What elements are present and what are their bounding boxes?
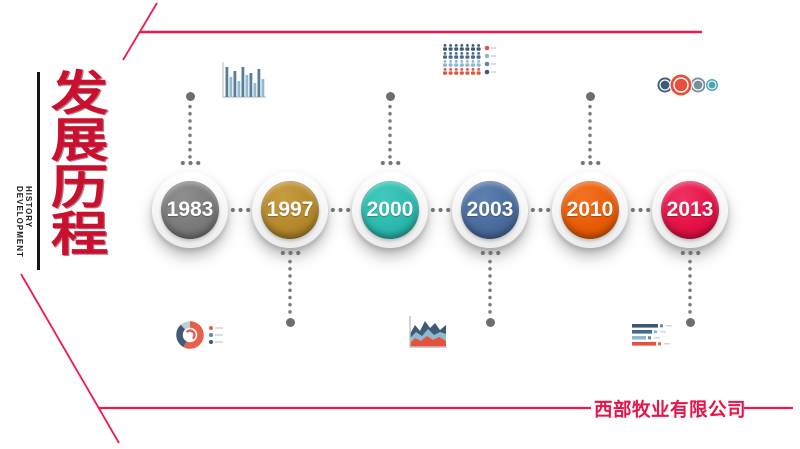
year-label: 2003 [466,198,514,221]
stem-junction-dots [578,160,602,166]
year-circle: 2000 [361,181,419,239]
timeline-node-2013: 2013 [652,172,728,248]
dotted-stem [687,258,693,314]
area-chart-icon [406,313,450,358]
dotted-stem [487,258,493,314]
year-label: 1983 [166,198,214,221]
title-divider-line [37,72,40,270]
bar-chart-icon [220,61,268,105]
year-label: 2000 [366,198,414,221]
people-grid-icon [443,43,497,84]
timeline-node-1997: 1997 [252,172,328,248]
title-english: DEVELOPMENT HISTORY [15,186,33,258]
dotted-stem [387,103,393,159]
year-label: 2010 [566,198,614,221]
stem-end-dot [385,92,395,101]
year-circle: 1997 [261,181,319,239]
timeline-connector-dots [628,207,652,213]
stem-end-dot [285,318,295,327]
donut-chart-icon [174,316,226,359]
year-circle: 1983 [161,181,219,239]
top-left-diagonal-line [122,2,158,61]
timeline-node-2000: 2000 [352,172,428,248]
year-circle: 2003 [461,181,519,239]
timeline-node-2010: 2010 [552,172,628,248]
dotted-stem [287,258,293,314]
title-english-line2: HISTORY [24,186,33,229]
stem-end-dot [585,92,595,101]
stem-junction-dots [678,250,702,256]
timeline-connector-dots [428,207,452,213]
stem-junction-dots [378,160,402,166]
stem-junction-dots [178,160,202,166]
stem-end-dot [185,92,195,101]
timeline-connector-dots [528,207,552,213]
timeline-connector-dots [328,207,352,213]
dotted-stem [187,103,193,159]
stem-end-dot [485,318,495,327]
title-english-line1: DEVELOPMENT [15,186,24,258]
year-circle: 2013 [661,181,719,239]
dotted-stem [587,103,593,159]
timeline-node-1983: 1983 [152,172,228,248]
page-title: 发展历程 [42,68,108,256]
stem-junction-dots [278,250,302,256]
year-circle: 2010 [561,181,619,239]
timeline-node-2003: 2003 [452,172,528,248]
horizontal-bars-icon [632,323,682,354]
year-label: 2013 [666,198,714,221]
company-name: 西部牧业有限公司 [594,399,747,420]
year-label: 1997 [266,198,314,221]
stem-junction-dots [478,250,502,256]
percentage-circles-icon [655,71,719,104]
stem-end-dot [685,318,695,327]
timeline-connector-dots [228,207,252,213]
bottom-left-diagonal-line [20,273,120,444]
